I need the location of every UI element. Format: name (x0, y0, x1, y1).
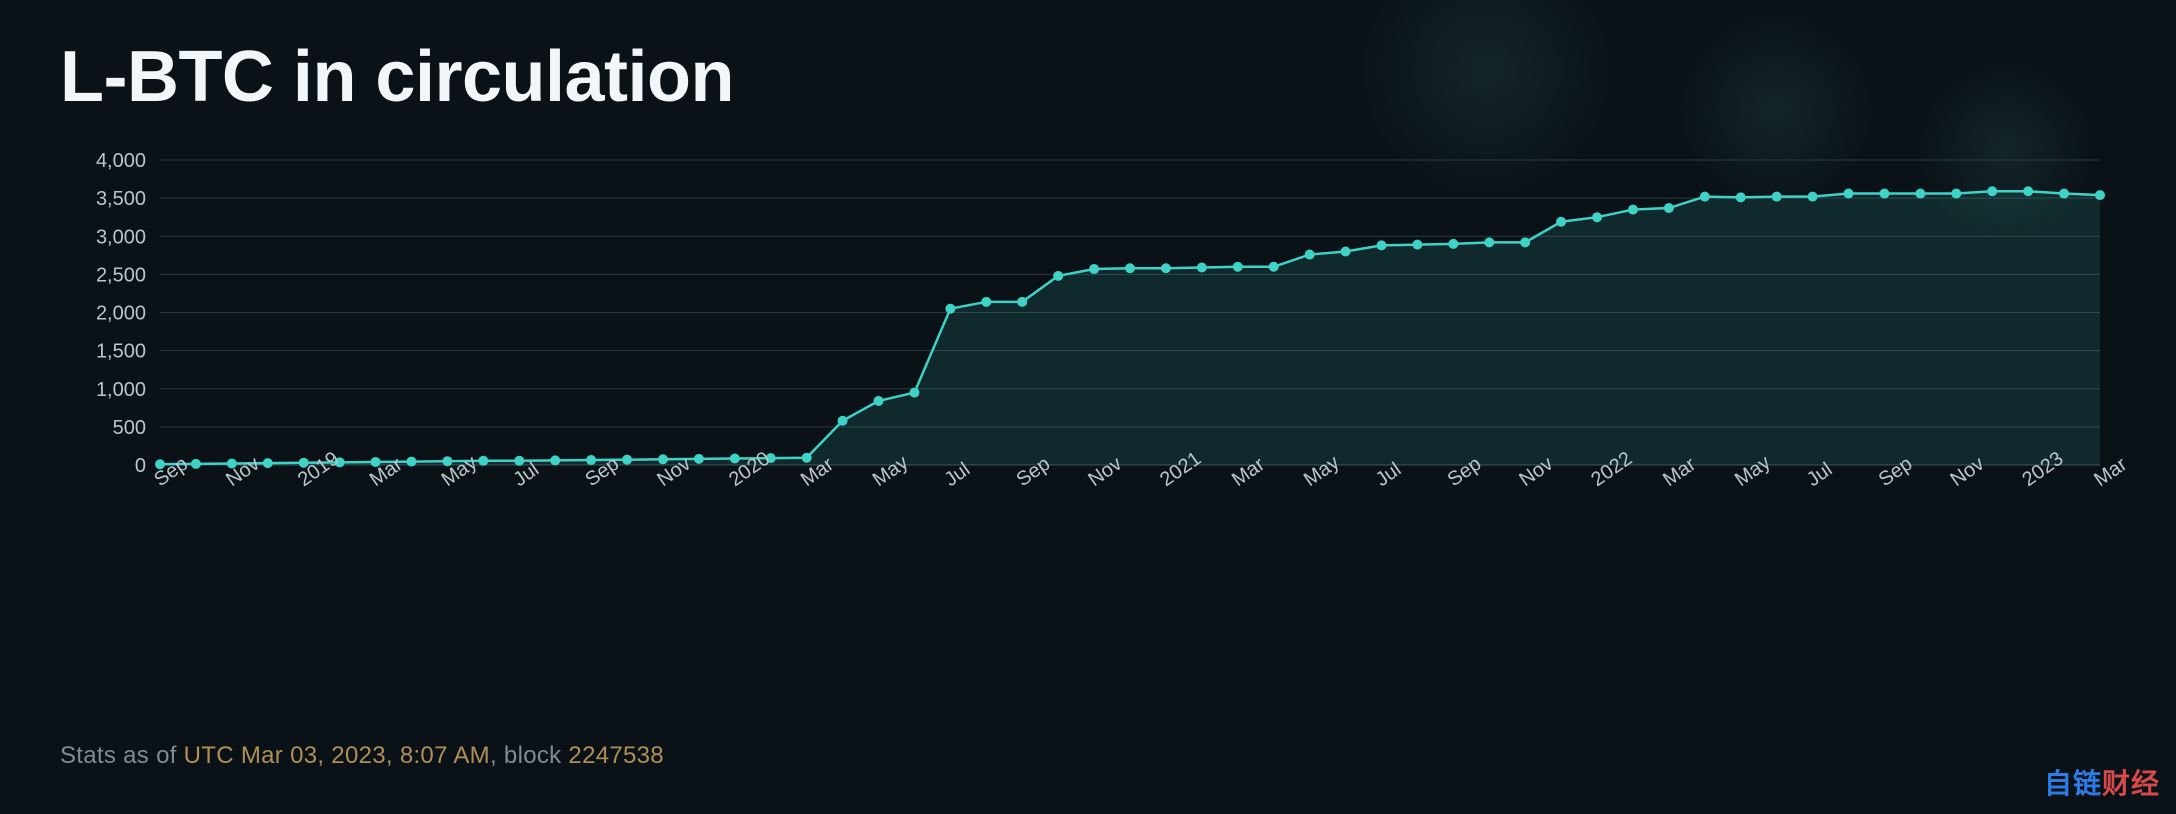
y-tick-label: 1,500 (96, 341, 146, 363)
x-tick-label: Sep (150, 453, 192, 491)
data-point (1053, 271, 1063, 281)
y-tick-label: 3,500 (96, 188, 146, 210)
data-point (1412, 240, 1422, 250)
data-point (981, 297, 991, 307)
stats-timestamp: UTC Mar 03, 2023, 8:07 AM (184, 742, 490, 769)
data-point (406, 457, 416, 467)
watermark-a: 自链 (2044, 768, 2102, 799)
data-point (1125, 263, 1135, 273)
data-point (802, 453, 812, 463)
stats-line: Stats as of UTC Mar 03, 2023, 8:07 AM, b… (60, 742, 664, 770)
series-area (160, 191, 2100, 465)
data-point (1736, 192, 1746, 202)
data-point (1987, 186, 1997, 196)
data-point (2095, 190, 2105, 200)
data-point (1341, 247, 1351, 257)
data-point (1879, 189, 1889, 199)
data-point (730, 454, 740, 464)
data-point (874, 396, 884, 406)
y-tick-label: 2,500 (96, 264, 146, 286)
data-point (1017, 297, 1027, 307)
data-point (1915, 189, 1925, 199)
data-point (478, 456, 488, 466)
y-tick-label: 3,000 (96, 226, 146, 248)
data-point (1448, 239, 1458, 249)
lbtc-chart: 0 500 1,000 1,500 2,000 2,500 3,000 3,500 4,000 S… (60, 150, 2116, 550)
data-point (1772, 192, 1782, 202)
data-point (1808, 192, 1818, 202)
y-tick-label: 2,000 (96, 303, 146, 325)
data-point (191, 459, 201, 469)
data-point (263, 458, 273, 468)
data-point (2023, 186, 2033, 196)
data-point (1484, 237, 1494, 247)
data-point (945, 304, 955, 314)
y-tick-label: 4,000 (96, 150, 146, 172)
y-tick-label: 500 (113, 417, 146, 439)
data-point (1233, 262, 1243, 272)
data-point (694, 454, 704, 464)
data-point (550, 455, 560, 465)
stats-mid: , block (490, 742, 568, 769)
data-point (1844, 189, 1854, 199)
x-tick-label: 2020 (725, 448, 774, 492)
data-point (1161, 263, 1171, 273)
data-point (1628, 205, 1638, 215)
y-tick-label: 0 (135, 455, 146, 477)
data-point (1269, 262, 1279, 272)
data-point (1700, 192, 1710, 202)
data-point (622, 455, 632, 465)
watermark: 自链财经 (2044, 762, 2160, 802)
stats-block: 2247538 (568, 742, 664, 769)
data-point (1556, 217, 1566, 227)
stats-prefix: Stats as of (60, 742, 184, 769)
data-point (2059, 189, 2069, 199)
data-point (1197, 263, 1207, 273)
chart-title: L-BTC in circulation (60, 36, 734, 118)
x-tick-label: 2019 (294, 448, 343, 492)
data-point (1089, 264, 1099, 274)
data-point (1664, 203, 1674, 213)
data-point (838, 416, 848, 426)
x-tick-label: Nov (222, 453, 264, 491)
data-point (1951, 189, 1961, 199)
data-point (909, 388, 919, 398)
data-point (1520, 237, 1530, 247)
y-tick-label: 1,000 (96, 379, 146, 401)
x-tick-label: May (438, 451, 482, 491)
data-point (1376, 240, 1386, 250)
data-point (1592, 212, 1602, 222)
data-point (1305, 250, 1315, 260)
watermark-b: 财经 (2102, 768, 2160, 799)
